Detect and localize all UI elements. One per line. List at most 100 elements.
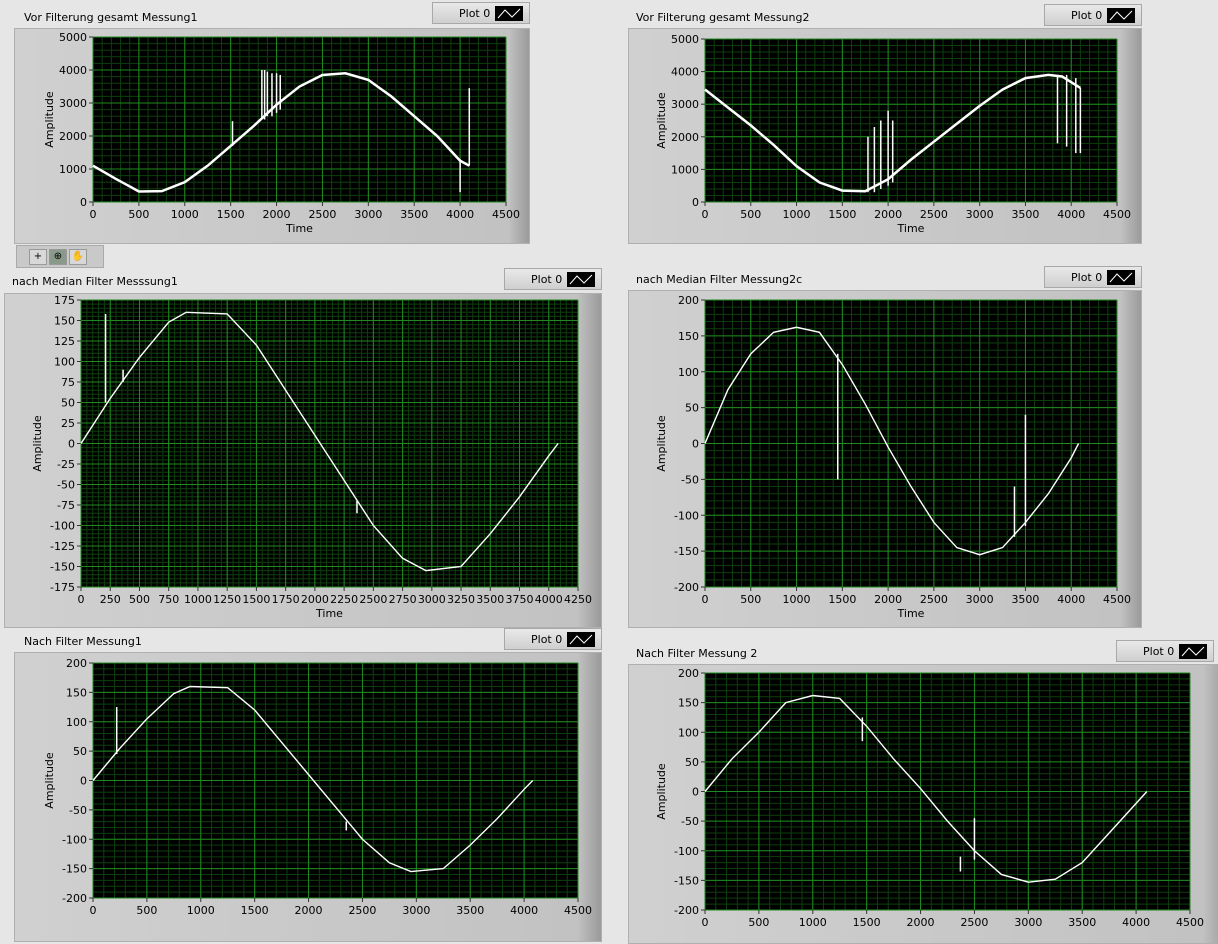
x-tick-label: 3750	[506, 593, 534, 606]
x-tick-label: 3000	[966, 208, 994, 221]
plot-area[interactable]	[705, 39, 1117, 202]
grid	[92, 662, 579, 899]
y-tick-label: -100	[50, 520, 75, 533]
line-style-swatch-icon[interactable]	[1179, 644, 1207, 659]
x-tick-label: 0	[702, 916, 709, 929]
line-style-swatch-icon[interactable]	[567, 632, 595, 647]
x-tick-label: 1500	[217, 208, 245, 221]
plot-legend[interactable]: Plot 0	[504, 628, 602, 650]
x-tick-label: 2000	[301, 593, 329, 606]
g6-chart: 0 500 1000 1500 2000 2500 3000 3500 4000 4500-200…	[655, 667, 1204, 929]
series-line-plot-0	[704, 694, 1148, 883]
y-axis-label: Amplitude	[655, 763, 668, 820]
y-tick-label: 150	[66, 686, 87, 699]
x-tick-label: 1500	[241, 904, 269, 917]
plot-legend[interactable]: Plot 0	[432, 2, 530, 24]
x-tick-label: 1000	[783, 208, 811, 221]
g4-chart: 0 500 1000 1500 2000 2500 3000 3500 4000 4500-200…	[655, 294, 1131, 620]
line-style-swatch-icon[interactable]	[1107, 8, 1135, 23]
x-tick-label: 4000	[1122, 916, 1150, 929]
x-tick-label: 1250	[213, 593, 241, 606]
graph-palette-toolbar: + ⊕ ✋	[16, 245, 104, 268]
x-tick-label: 3250	[447, 593, 475, 606]
x-tick-label: 500	[128, 208, 149, 221]
g2-chart: 0 500 1000 1500 2000 2500 3000 3500 4000 4500 0 100…	[655, 33, 1131, 235]
y-tick-label: 4000	[59, 64, 87, 77]
graph-title: nach Median Filter Messsung1	[12, 275, 178, 288]
x-axis-label: Time	[315, 607, 343, 620]
x-tick-label: 1000	[184, 593, 212, 606]
y-tick-label: 5000	[671, 33, 699, 46]
x-tick-label: 3500	[1011, 208, 1039, 221]
y-tick-label: 100	[678, 366, 699, 379]
x-tick-label: 4500	[492, 208, 520, 221]
y-tick-label: 50	[685, 402, 699, 415]
x-tick-label: 1750	[272, 593, 300, 606]
y-axis-label: Amplitude	[43, 91, 56, 148]
x-tick-label: 750	[158, 593, 179, 606]
plot-legend[interactable]: Plot 0	[1044, 266, 1142, 288]
y-tick-label: 3000	[59, 97, 87, 110]
line-style-swatch-icon[interactable]	[567, 272, 595, 287]
y-tick-label: 200	[66, 657, 87, 670]
x-tick-label: 2000	[907, 916, 935, 929]
y-tick-label: -100	[674, 509, 699, 522]
y-tick-label: 50	[685, 756, 699, 769]
x-tick-label: 0	[702, 593, 709, 606]
series-line-plot-0	[92, 72, 470, 193]
plot-legend[interactable]: Plot 0	[504, 268, 602, 290]
g1-chart: 0 500 1000 1500 2000 2500 3000 3500 4000 4500 0 100…	[43, 31, 520, 235]
y-tick-label: 50	[61, 397, 75, 410]
x-tick-label: 4000	[1057, 208, 1085, 221]
y-tick-label: 5000	[59, 31, 87, 44]
x-tick-label: 1000	[187, 904, 215, 917]
y-tick-label: 50	[73, 745, 87, 758]
y-tick-label: 4000	[671, 66, 699, 79]
y-tick-label: -150	[674, 545, 699, 558]
y-tick-label: -50	[681, 815, 699, 828]
y-axis-label: Amplitude	[43, 752, 56, 809]
grid	[704, 299, 1118, 588]
x-tick-label: 1500	[828, 593, 856, 606]
zoom-icon[interactable]: ⊕	[49, 249, 67, 265]
graph-title: Nach Filter Messung 2	[636, 647, 758, 660]
line-style-swatch-icon[interactable]	[1107, 270, 1135, 285]
x-tick-label: 1500	[853, 916, 881, 929]
x-tick-label: 4000	[535, 593, 563, 606]
legend-label: Plot 0	[1071, 270, 1103, 284]
x-tick-label: 500	[129, 593, 150, 606]
x-tick-label: 3000	[418, 593, 446, 606]
y-tick-label: 150	[54, 315, 75, 328]
y-tick-label: 25	[61, 417, 75, 430]
x-tick-label: 2000	[263, 208, 291, 221]
x-tick-label: 1500	[242, 593, 270, 606]
legend-label: Plot 0	[1143, 644, 1175, 658]
series-line-plot-0	[80, 311, 559, 572]
plot-legend[interactable]: Plot 0	[1116, 640, 1214, 662]
y-tick-label: -25	[57, 458, 75, 471]
y-tick-label: 3000	[671, 98, 699, 111]
y-tick-label: -100	[674, 845, 699, 858]
graph-title: nach Median Filter Messung2c	[636, 273, 803, 286]
x-tick-label: 2000	[874, 593, 902, 606]
series-line-plot-0	[704, 73, 1082, 193]
y-tick-label: -200	[674, 581, 699, 594]
plot-area[interactable]	[93, 37, 506, 202]
y-tick-label: 0	[692, 786, 699, 799]
y-axis-label: Amplitude	[31, 415, 44, 472]
x-tick-label: 4000	[1057, 593, 1085, 606]
cursor-move-icon[interactable]: +	[29, 249, 47, 265]
x-tick-label: 3000	[1014, 916, 1042, 929]
x-tick-label: 500	[136, 904, 157, 917]
x-tick-label: 3000	[402, 904, 430, 917]
y-tick-label: 0	[68, 438, 75, 451]
line-style-swatch-icon[interactable]	[495, 6, 523, 21]
g3-chart: 0 250 500 750 1000 1250 1500 1750 2000 2250 2500 27…	[31, 294, 592, 620]
x-tick-label: 3000	[966, 593, 994, 606]
y-tick-label: -100	[62, 833, 87, 846]
x-tick-label: 3500	[1011, 593, 1039, 606]
plot-legend[interactable]: Plot 0	[1044, 4, 1142, 26]
y-tick-label: 150	[678, 697, 699, 710]
pan-hand-icon[interactable]: ✋	[69, 249, 87, 265]
x-tick-label: 2500	[359, 593, 387, 606]
